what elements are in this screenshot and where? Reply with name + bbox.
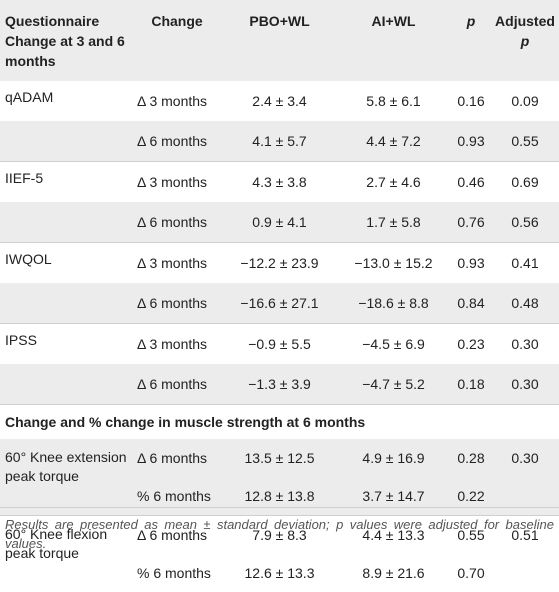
table-row: qADAM Δ 3 months 2.4 ± 3.4 5.8 ± 6.1 0.1… [0,81,559,121]
table-footnote: Results are presented as mean ± standard… [0,507,559,553]
row-pbo: 2.4 ± 3.4 [223,81,336,121]
table-row: Δ 6 months −1.3 ± 3.9 −4.7 ± 5.2 0.18 0.… [0,364,559,405]
results-table-container: Questionnaire Change at 3 and 6 months C… [0,0,559,564]
row-change: Δ 6 months [131,283,223,324]
row-p: 0.84 [451,283,491,324]
row-ai: 4.4 ± 7.2 [336,121,451,162]
row-pbo: 4.1 ± 5.7 [223,121,336,162]
row-change: Δ 6 months [131,202,223,243]
row-pbo: −12.2 ± 23.9 [223,243,336,284]
row-ai: 4.9 ± 16.9 [336,439,451,477]
row-p: 0.28 [451,439,491,477]
row-p: 0.93 [451,243,491,284]
row-p: 0.76 [451,202,491,243]
row-adjusted-p [491,554,559,592]
table-row: IIEF-5 Δ 3 months 4.3 ± 3.8 2.7 ± 4.6 0.… [0,162,559,203]
row-adjusted-p: 0.41 [491,243,559,284]
row-ai: 2.7 ± 4.6 [336,162,451,203]
row-change: Δ 3 months [131,162,223,203]
row-ai: 8.9 ± 21.6 [336,554,451,592]
row-p: 0.23 [451,324,491,365]
row-label: IIEF-5 [0,162,131,203]
header-ai-wl: AI+WL [336,0,451,81]
table-row: IPSS Δ 3 months −0.9 ± 5.5 −4.5 ± 6.9 0.… [0,324,559,365]
row-pbo: 0.9 ± 4.1 [223,202,336,243]
row-adjusted-p: 0.55 [491,121,559,162]
header-adjusted-label: Adjusted [495,13,555,29]
row-label [0,121,131,162]
row-change: Δ 3 months [131,324,223,365]
row-p: 0.93 [451,121,491,162]
table-row: Δ 6 months 0.9 ± 4.1 1.7 ± 5.8 0.76 0.56 [0,202,559,243]
row-adjusted-p: 0.09 [491,81,559,121]
row-adjusted-p: 0.56 [491,202,559,243]
row-label: IPSS [0,324,131,365]
row-adjusted-p: 0.30 [491,364,559,405]
header-adjusted-p-label: p [521,33,530,49]
row-label: qADAM [0,81,131,121]
row-change: Δ 6 months [131,364,223,405]
row-p: 0.16 [451,81,491,121]
row-ai: 5.8 ± 6.1 [336,81,451,121]
header-pbo-wl: PBO+WL [223,0,336,81]
row-adjusted-p: 0.69 [491,162,559,203]
row-pbo: 4.3 ± 3.8 [223,162,336,203]
table-row: 60° Knee extension peak torque Δ 6 month… [0,439,559,477]
row-ai: −4.7 ± 5.2 [336,364,451,405]
row-ai: 1.7 ± 5.8 [336,202,451,243]
row-change: Δ 3 months [131,81,223,121]
header-row: Questionnaire Change at 3 and 6 months C… [0,0,559,81]
row-pbo: −16.6 ± 27.1 [223,283,336,324]
row-adjusted-p: 0.30 [491,324,559,365]
row-pbo: −1.3 ± 3.9 [223,364,336,405]
row-adjusted-p: 0.30 [491,439,559,477]
row-ai: −13.0 ± 15.2 [336,243,451,284]
row-pbo: 13.5 ± 12.5 [223,439,336,477]
row-label [0,283,131,324]
row-change: Δ 6 months [131,439,223,477]
row-p: 0.70 [451,554,491,592]
row-ai: −4.5 ± 6.9 [336,324,451,365]
header-change: Change [131,0,223,81]
row-ai: −18.6 ± 8.8 [336,283,451,324]
row-p: 0.18 [451,364,491,405]
row-label [0,202,131,243]
row-pbo: −0.9 ± 5.5 [223,324,336,365]
section-header-row: Change and % change in muscle strength a… [0,405,559,440]
row-change: % 6 months [131,554,223,592]
header-p: p [451,0,491,81]
table-row: Δ 6 months 4.1 ± 5.7 4.4 ± 7.2 0.93 0.55 [0,121,559,162]
row-label [0,364,131,405]
row-change: Δ 3 months [131,243,223,284]
header-adjusted-p: Adjusted p [491,0,559,81]
row-adjusted-p: 0.48 [491,283,559,324]
section-title: Change and % change in muscle strength a… [0,405,559,440]
table-row: IWQOL Δ 3 months −12.2 ± 23.9 −13.0 ± 15… [0,243,559,284]
header-questionnaire: Questionnaire Change at 3 and 6 months [0,0,131,81]
row-label: 60° Knee extension peak torque [0,439,131,516]
row-pbo: 12.6 ± 13.3 [223,554,336,592]
table-row: Δ 6 months −16.6 ± 27.1 −18.6 ± 8.8 0.84… [0,283,559,324]
row-change: Δ 6 months [131,121,223,162]
row-label: IWQOL [0,243,131,284]
row-p: 0.46 [451,162,491,203]
